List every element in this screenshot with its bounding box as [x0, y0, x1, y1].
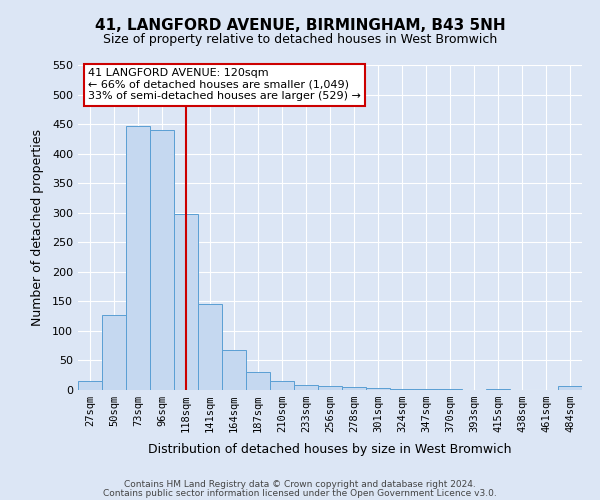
- Bar: [342, 387, 366, 390]
- Bar: [102, 315, 126, 390]
- Bar: [366, 388, 390, 390]
- Bar: [222, 350, 246, 390]
- Text: Size of property relative to detached houses in West Bromwich: Size of property relative to detached ho…: [103, 32, 497, 46]
- Bar: [150, 130, 174, 390]
- Bar: [558, 386, 582, 390]
- Bar: [174, 214, 198, 390]
- Bar: [78, 381, 102, 390]
- Text: 41 LANGFORD AVENUE: 120sqm
← 66% of detached houses are smaller (1,049)
33% of s: 41 LANGFORD AVENUE: 120sqm ← 66% of deta…: [88, 68, 361, 102]
- Bar: [246, 372, 270, 390]
- Bar: [126, 126, 150, 390]
- Bar: [318, 386, 342, 390]
- X-axis label: Distribution of detached houses by size in West Bromwich: Distribution of detached houses by size …: [148, 444, 512, 456]
- Bar: [390, 389, 414, 390]
- Text: Contains HM Land Registry data © Crown copyright and database right 2024.: Contains HM Land Registry data © Crown c…: [124, 480, 476, 489]
- Bar: [198, 304, 222, 390]
- Text: 41, LANGFORD AVENUE, BIRMINGHAM, B43 5NH: 41, LANGFORD AVENUE, BIRMINGHAM, B43 5NH: [95, 18, 505, 32]
- Y-axis label: Number of detached properties: Number of detached properties: [31, 129, 44, 326]
- Text: Contains public sector information licensed under the Open Government Licence v3: Contains public sector information licen…: [103, 488, 497, 498]
- Bar: [270, 381, 294, 390]
- Bar: [294, 384, 318, 390]
